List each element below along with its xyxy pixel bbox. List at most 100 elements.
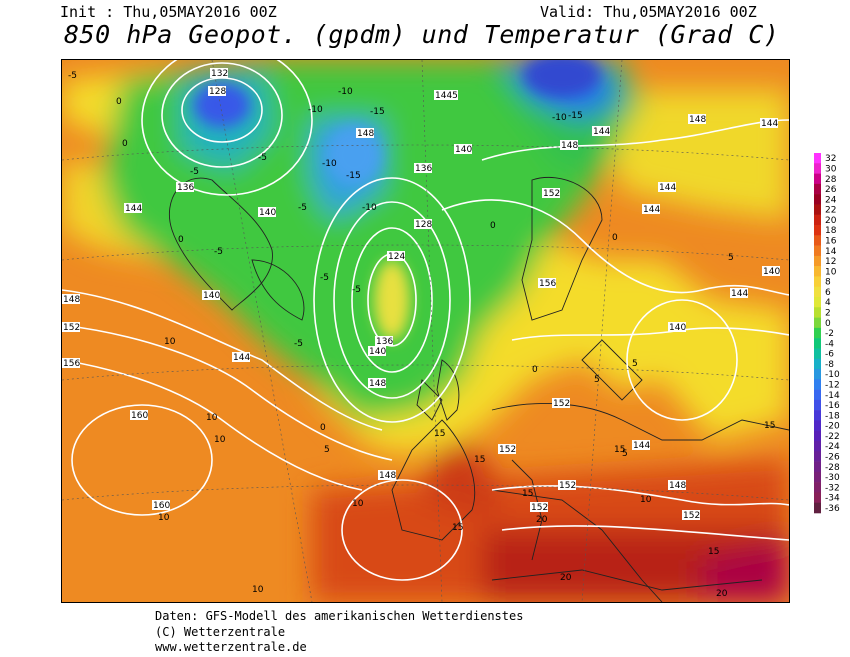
svg-text:156: 156 [63,359,80,369]
temperature-label: -5 [294,339,303,349]
svg-text:152: 152 [683,511,700,521]
legend-swatch [814,204,821,216]
svg-text:148: 148 [689,115,706,125]
svg-text:148: 148 [379,471,396,481]
geopotential-label: 1445 [434,90,458,101]
legend-value: 2 [825,309,831,319]
geopotential-label: 148 [378,470,396,481]
svg-text:10: 10 [640,495,652,505]
legend-value: -26 [825,453,840,463]
svg-text:144: 144 [731,289,748,299]
legend-value: -22 [825,432,840,442]
svg-text:-15: -15 [568,111,583,121]
geopotential-label: 124 [387,251,405,262]
svg-text:144: 144 [643,205,660,215]
temperature-label: 5 [632,359,638,369]
legend-swatch [814,461,821,473]
temperature-label: 10 [640,495,652,505]
svg-text:128: 128 [209,87,226,97]
svg-text:160: 160 [131,411,148,421]
svg-text:0: 0 [116,97,122,107]
coastlines [168,176,789,602]
svg-text:140: 140 [369,347,386,357]
legend-value: 12 [825,257,836,267]
temperature-label: 5 [728,253,734,263]
geopotential-label: 144 [632,440,650,451]
geopotential-label: 136 [176,182,194,193]
svg-text:20: 20 [560,573,572,583]
svg-text:10: 10 [206,413,218,423]
legend-value: -8 [825,360,834,370]
svg-text:144: 144 [761,119,778,129]
legend-value: -18 [825,411,840,421]
svg-text:15: 15 [434,429,445,439]
geopotential-label: 152 [682,510,700,521]
temperature-label: 20 [536,515,548,525]
legend-value: 22 [825,206,836,216]
svg-text:144: 144 [233,353,250,363]
geopotential-label: 140 [668,322,686,333]
geopotential-label: 156 [62,358,80,369]
temperature-label: 0 [532,365,538,375]
temperature-label: -10 [322,159,337,169]
temperature-label: 5 [594,375,600,385]
svg-text:0: 0 [178,235,184,245]
geopotential-label: 144 [642,204,660,215]
contour-labels: 132 128 136 140 144 148 152 156 160 160 … [62,68,780,599]
legend-value: -10 [825,370,840,380]
legend-swatch [814,276,821,288]
legend-value: -2 [825,329,834,339]
geopotential-label: 152 [498,444,516,455]
geopotential-label: 140 [258,207,276,218]
legend-swatch [814,399,821,411]
legend-value: 8 [825,278,831,288]
temperature-label: 0 [490,221,496,231]
svg-text:15: 15 [474,455,485,465]
svg-text:140: 140 [455,145,472,155]
legend-swatch [814,389,821,401]
temperature-label: 0 [178,235,184,245]
svg-text:152: 152 [553,399,570,409]
svg-text:-10: -10 [362,203,377,213]
website-link[interactable]: www.wetterzentrale.de [155,640,307,654]
map-title: 850 hPa Geopot. (gpdm) und Temperatur (G… [64,20,780,49]
valid-time-label: Valid: Thu,05MAY2016 00Z [540,3,757,21]
temperature-label: 10 [214,435,226,445]
geopotential-label: 140 [454,144,472,155]
temperature-label: -15 [346,171,361,181]
svg-text:-5: -5 [298,203,307,213]
svg-text:152: 152 [531,503,548,513]
geopotential-label: 140 [368,346,386,357]
geopotential-label: 152 [542,188,560,199]
svg-text:1445: 1445 [435,91,458,101]
graticule [62,60,789,602]
svg-text:-10: -10 [338,87,353,97]
temperature-label: 15 [708,547,719,557]
svg-text:148: 148 [561,141,578,151]
svg-text:-5: -5 [68,71,77,81]
legend-value: 30 [825,165,837,175]
temperature-label: 0 [116,97,122,107]
legend-value: 32 [825,154,836,164]
legend-value: 28 [825,175,837,185]
svg-text:140: 140 [259,208,276,218]
legend-swatch [814,348,821,360]
svg-text:152: 152 [559,481,576,491]
svg-text:10: 10 [214,435,226,445]
legend-value: -30 [825,473,840,483]
svg-text:152: 152 [499,445,516,455]
svg-text:5: 5 [622,449,628,459]
svg-text:-10: -10 [552,113,567,123]
svg-text:-5: -5 [214,247,223,257]
legend-swatch [814,173,821,185]
geopotential-label: 148 [62,294,80,305]
copyright-note: (C) Wetterzentrale [155,625,286,639]
temperature-label: -5 [190,167,199,177]
svg-text:144: 144 [125,204,142,214]
svg-text:148: 148 [357,129,374,139]
geopotential-label: 128 [208,86,226,97]
legend-swatch [814,183,821,195]
svg-text:-5: -5 [320,273,329,283]
geopotential-label: 156 [538,278,556,289]
geopotential-label: 148 [668,480,686,491]
